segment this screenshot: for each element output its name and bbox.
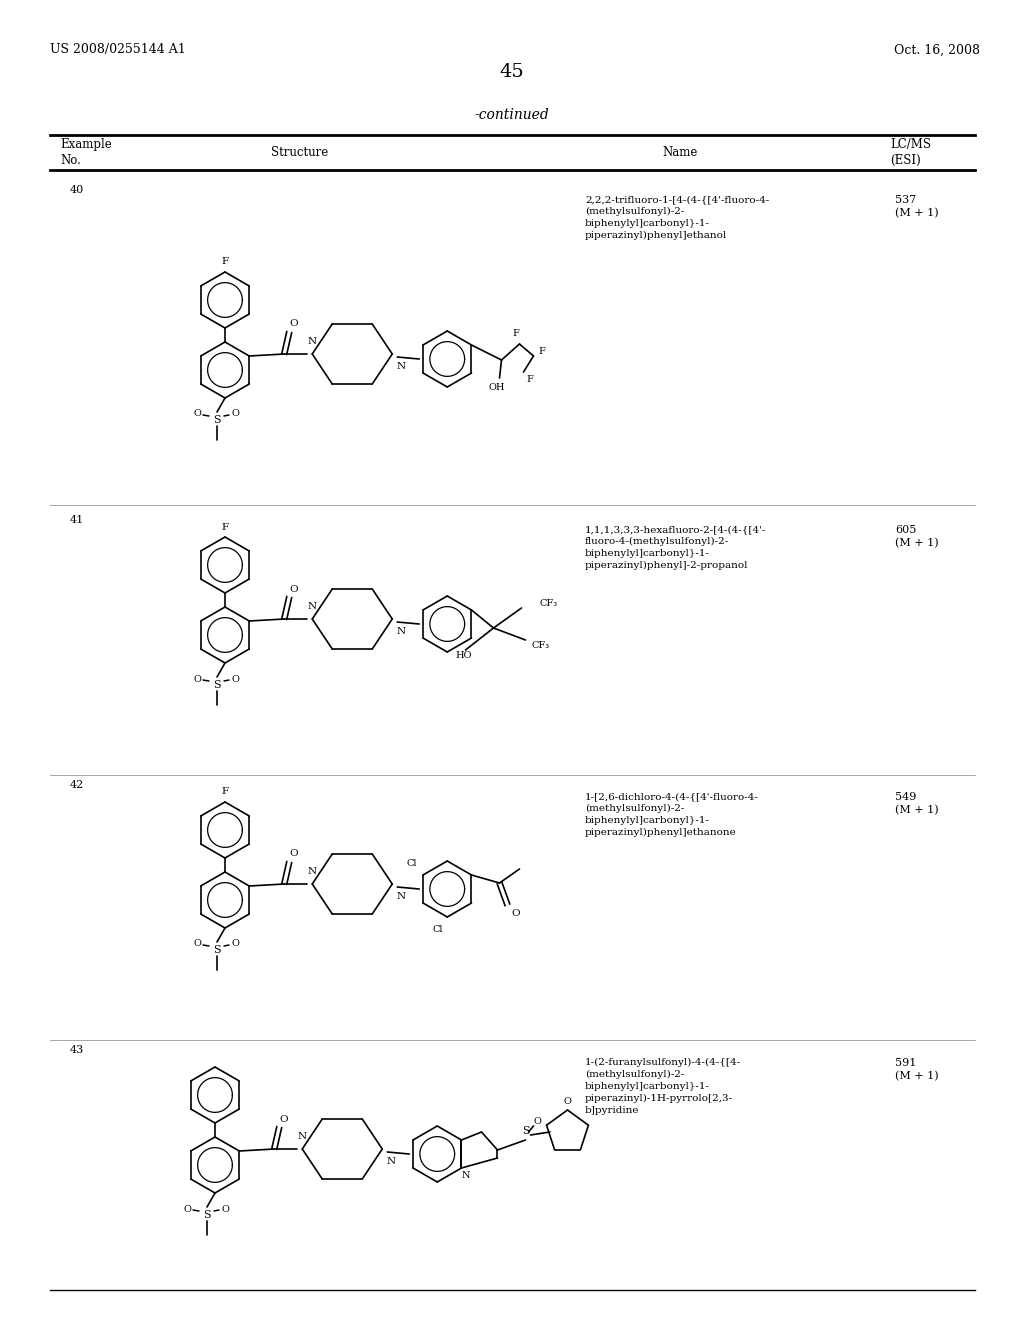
Text: S: S (213, 414, 221, 425)
Text: 605
(M + 1): 605 (M + 1) (895, 525, 939, 549)
Text: F: F (512, 330, 519, 338)
Text: O: O (231, 409, 239, 418)
Text: 45: 45 (500, 63, 524, 81)
Text: N: N (386, 1158, 395, 1166)
Text: Structure: Structure (271, 147, 329, 158)
Text: N: N (307, 867, 316, 876)
Text: 1-[2,6-dichloro-4-(4-{[4'-fluoro-4-
(methylsulfonyl)-2-
biphenylyl]carbonyl}-1-
: 1-[2,6-dichloro-4-(4-{[4'-fluoro-4- (met… (585, 792, 759, 837)
Text: 41: 41 (70, 515, 84, 525)
Text: S: S (521, 1126, 529, 1137)
Text: N: N (307, 602, 316, 611)
Text: F: F (538, 347, 545, 356)
Text: O: O (534, 1118, 542, 1126)
Text: CF₃: CF₃ (540, 599, 558, 609)
Text: HO: HO (456, 652, 472, 660)
Text: OH: OH (488, 384, 505, 392)
Text: O: O (511, 908, 520, 917)
Text: CF₃: CF₃ (531, 642, 550, 651)
Text: O: O (221, 1204, 229, 1213)
Text: Example
No.: Example No. (60, 139, 112, 168)
Text: N: N (396, 892, 406, 902)
Text: O: O (289, 585, 298, 594)
Text: F: F (526, 375, 532, 384)
Text: 549
(M + 1): 549 (M + 1) (895, 792, 939, 816)
Text: O: O (289, 850, 298, 858)
Text: 591
(M + 1): 591 (M + 1) (895, 1059, 939, 1081)
Text: 537
(M + 1): 537 (M + 1) (895, 195, 939, 219)
Text: N: N (396, 627, 406, 636)
Text: Cl: Cl (407, 858, 417, 867)
Text: F: F (221, 788, 228, 796)
Text: N: N (307, 337, 316, 346)
Text: 1-(2-furanylsulfonyl)-4-(4-{[4-
(methylsulfonyl)-2-
biphenylyl]carbonyl}-1-
pipe: 1-(2-furanylsulfonyl)-4-(4-{[4- (methyls… (585, 1059, 741, 1114)
Text: O: O (194, 409, 201, 418)
Text: O: O (289, 319, 298, 329)
Text: N: N (396, 362, 406, 371)
Text: 43: 43 (70, 1045, 84, 1055)
Text: LC/MS
(ESI): LC/MS (ESI) (890, 139, 931, 168)
Text: O: O (194, 940, 201, 949)
Text: O: O (279, 1114, 288, 1123)
Text: -continued: -continued (475, 108, 549, 121)
Text: Oct. 16, 2008: Oct. 16, 2008 (894, 44, 980, 57)
Text: N: N (298, 1133, 307, 1140)
Text: Name: Name (663, 147, 697, 158)
Text: US 2008/0255144 A1: US 2008/0255144 A1 (50, 44, 185, 57)
Text: 42: 42 (70, 780, 84, 789)
Text: S: S (213, 680, 221, 690)
Text: O: O (231, 940, 239, 949)
Text: S: S (203, 1210, 211, 1220)
Text: F: F (221, 257, 228, 267)
Text: O: O (563, 1097, 571, 1106)
Text: O: O (231, 675, 239, 684)
Text: F: F (221, 523, 228, 532)
Text: S: S (213, 945, 221, 954)
Text: 1,1,1,3,3,3-hexafluoro-2-[4-(4-{[4'-
fluoro-4-(methylsulfonyl)-2-
biphenylyl]car: 1,1,1,3,3,3-hexafluoro-2-[4-(4-{[4'- flu… (585, 525, 766, 570)
Text: O: O (183, 1204, 190, 1213)
Text: Cl: Cl (433, 924, 443, 933)
Text: 2,2,2-trifluoro-1-[4-(4-{[4'-fluoro-4-
(methylsulfonyl)-2-
biphenylyl]carbonyl}-: 2,2,2-trifluoro-1-[4-(4-{[4'-fluoro-4- (… (585, 195, 769, 240)
Text: 40: 40 (70, 185, 84, 195)
Text: N: N (461, 1172, 470, 1180)
Text: O: O (194, 675, 201, 684)
